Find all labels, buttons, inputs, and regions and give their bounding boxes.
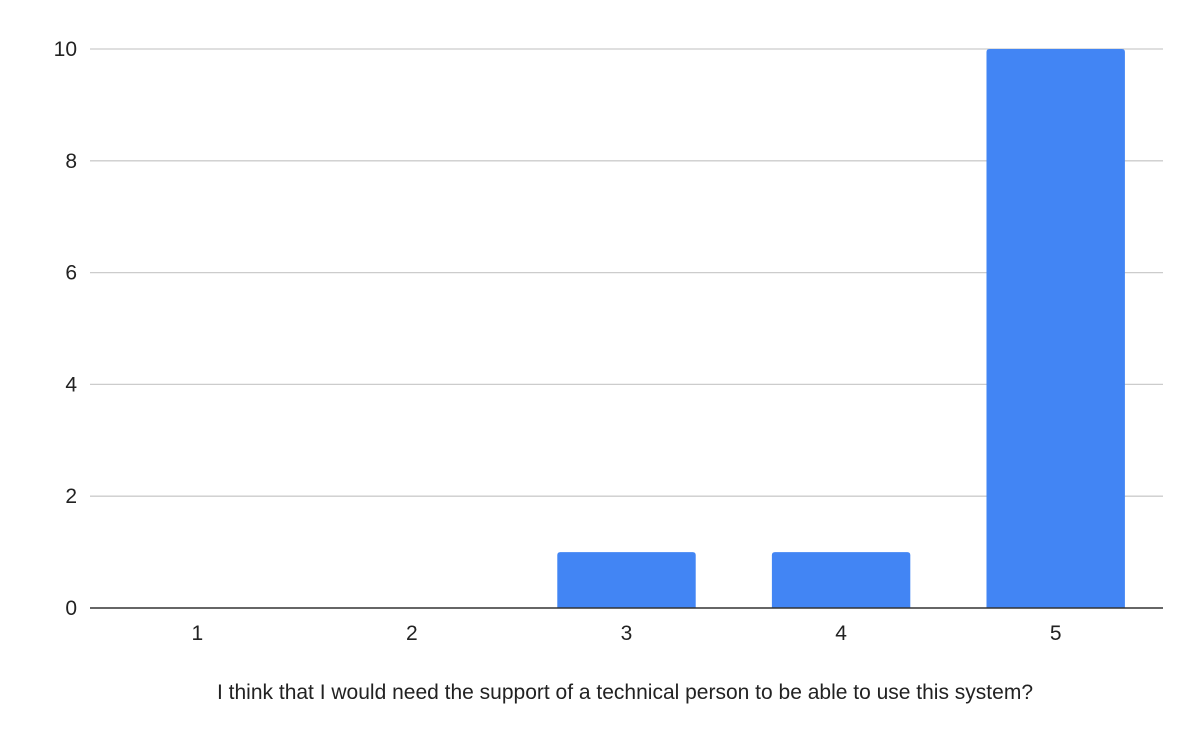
x-tick-labels: 1 2 3 4 5 [191, 622, 1061, 645]
x-tick-label-5: 5 [1050, 622, 1062, 645]
y-tick-label-0: 0 [65, 597, 77, 620]
x-tick-label-1: 1 [191, 622, 203, 645]
y-tick-label-8: 8 [65, 150, 77, 173]
x-axis-title: I think that I would need the support of… [217, 681, 1033, 704]
y-tick-labels: 0 2 4 6 8 10 [54, 38, 78, 620]
bar-5 [986, 49, 1125, 608]
y-tick-label-6: 6 [65, 262, 77, 285]
y-tick-label-2: 2 [65, 485, 77, 508]
y-tick-label-4: 4 [65, 373, 77, 396]
x-tick-label-2: 2 [406, 622, 418, 645]
bars [557, 49, 1125, 608]
x-tick-label-3: 3 [621, 622, 633, 645]
y-tick-label-10: 10 [54, 38, 77, 61]
x-tick-label-4: 4 [835, 622, 847, 645]
bar-4 [771, 552, 911, 608]
gridlines [90, 48, 1163, 497]
bar-3 [557, 552, 696, 608]
